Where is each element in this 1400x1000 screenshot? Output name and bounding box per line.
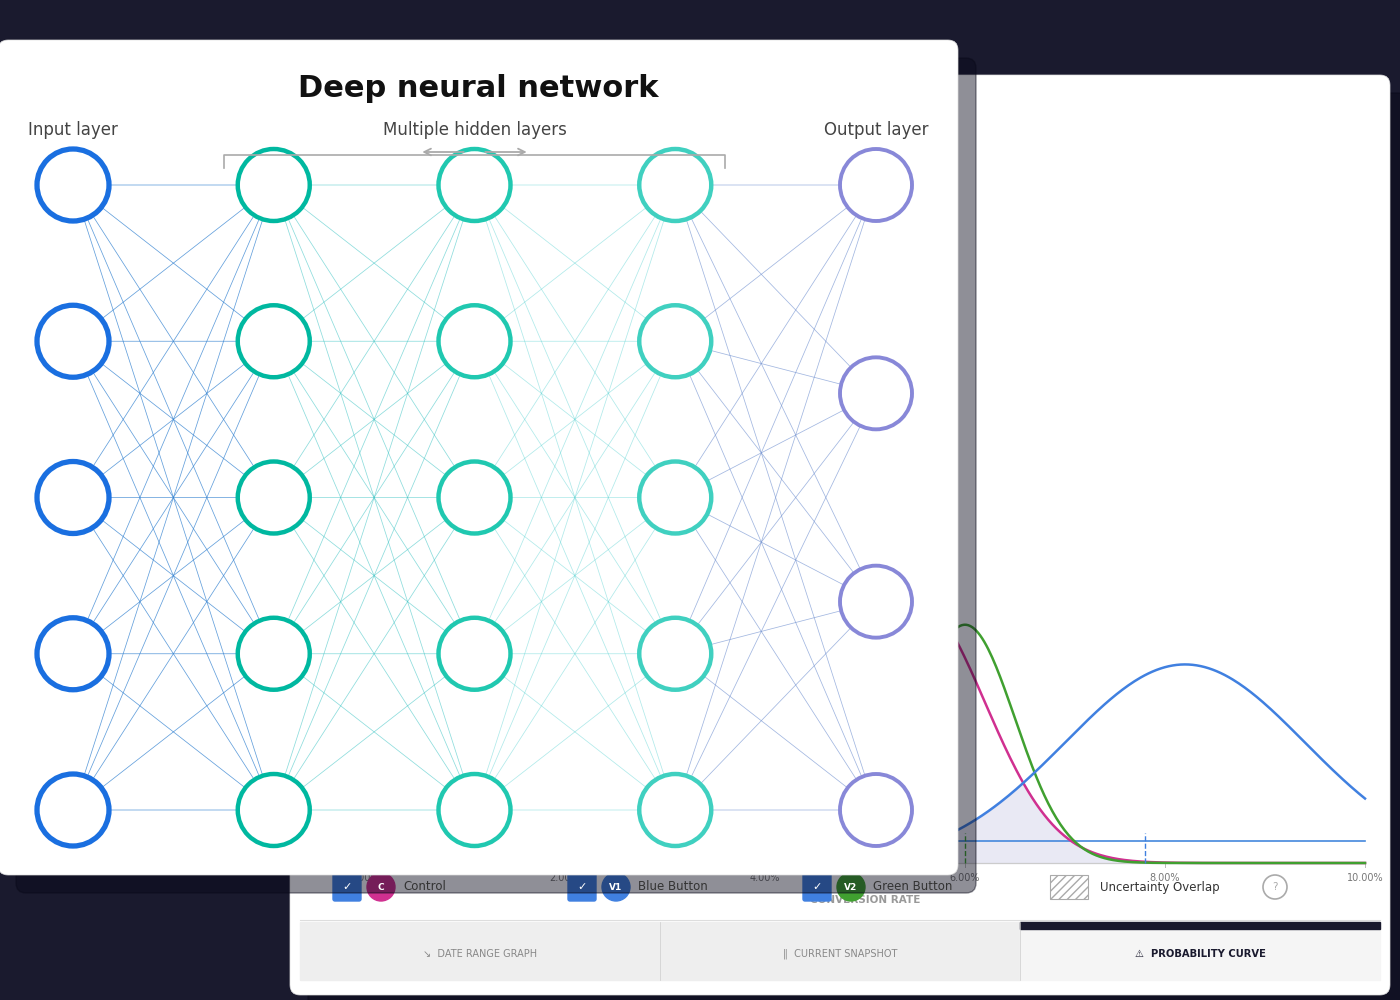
Circle shape	[367, 873, 395, 901]
Text: ✓: ✓	[577, 882, 587, 892]
Bar	[1021, 922, 1380, 929]
Text: 4.00%: 4.00%	[750, 873, 780, 883]
Bar	[1021, 922, 1380, 980]
Circle shape	[640, 305, 711, 377]
Text: 6.00%: 6.00%	[949, 873, 980, 883]
Text: ?: ?	[1273, 882, 1278, 892]
Text: Control: Control	[403, 881, 445, 894]
Text: Multiple hidden layers: Multiple hidden layers	[382, 121, 567, 139]
Text: Blue Button: Blue Button	[638, 881, 708, 894]
Circle shape	[36, 774, 109, 846]
Circle shape	[438, 618, 511, 690]
Circle shape	[438, 149, 511, 221]
Circle shape	[238, 774, 309, 846]
Circle shape	[438, 774, 511, 846]
Text: 10%: 10%	[332, 836, 353, 846]
Circle shape	[640, 462, 711, 533]
Text: ⚠  PROBABILITY CURVE: ⚠ PROBABILITY CURVE	[1134, 949, 1266, 959]
Text: 8.00%: 8.00%	[1149, 873, 1180, 883]
Circle shape	[36, 618, 109, 690]
Text: ‖  CURRENT SNAPSHOT: ‖ CURRENT SNAPSHOT	[783, 949, 897, 959]
FancyBboxPatch shape	[308, 93, 1400, 1000]
Text: Green Button: Green Button	[874, 881, 952, 894]
Text: 0.00%: 0.00%	[350, 873, 381, 883]
Text: ✓: ✓	[343, 882, 351, 892]
Bar	[1050, 875, 1088, 899]
Circle shape	[238, 462, 309, 533]
Circle shape	[837, 873, 865, 901]
FancyBboxPatch shape	[804, 873, 832, 901]
Text: 10.00%: 10.00%	[1347, 873, 1383, 883]
Circle shape	[36, 305, 109, 377]
Text: Uncertainty Overlap: Uncertainty Overlap	[1100, 881, 1219, 894]
Text: ✓: ✓	[812, 882, 822, 892]
Circle shape	[36, 149, 109, 221]
Text: C: C	[378, 883, 385, 892]
FancyBboxPatch shape	[290, 75, 1390, 995]
Circle shape	[840, 566, 911, 638]
Text: Output layer: Output layer	[823, 121, 928, 139]
Circle shape	[840, 774, 911, 846]
Text: V2: V2	[844, 883, 858, 892]
Text: 2.00%: 2.00%	[550, 873, 581, 883]
Circle shape	[640, 149, 711, 221]
Circle shape	[840, 357, 911, 429]
Text: Input layer: Input layer	[28, 121, 118, 139]
Circle shape	[438, 462, 511, 533]
Circle shape	[238, 149, 309, 221]
Circle shape	[238, 305, 309, 377]
Circle shape	[602, 873, 630, 901]
Bar	[300, 922, 659, 980]
Text: ↘  DATE RANGE GRAPH: ↘ DATE RANGE GRAPH	[423, 949, 538, 959]
Circle shape	[640, 618, 711, 690]
FancyBboxPatch shape	[568, 873, 596, 901]
Circle shape	[36, 462, 109, 533]
FancyBboxPatch shape	[15, 58, 976, 893]
Text: Deep neural network: Deep neural network	[298, 74, 658, 103]
Bar	[659, 922, 1021, 980]
Circle shape	[438, 305, 511, 377]
FancyBboxPatch shape	[0, 40, 958, 875]
Text: CONVERSION RATE: CONVERSION RATE	[809, 895, 920, 905]
Circle shape	[840, 149, 911, 221]
Circle shape	[640, 774, 711, 846]
Text: V1: V1	[609, 883, 623, 892]
FancyBboxPatch shape	[333, 873, 361, 901]
Circle shape	[238, 618, 309, 690]
